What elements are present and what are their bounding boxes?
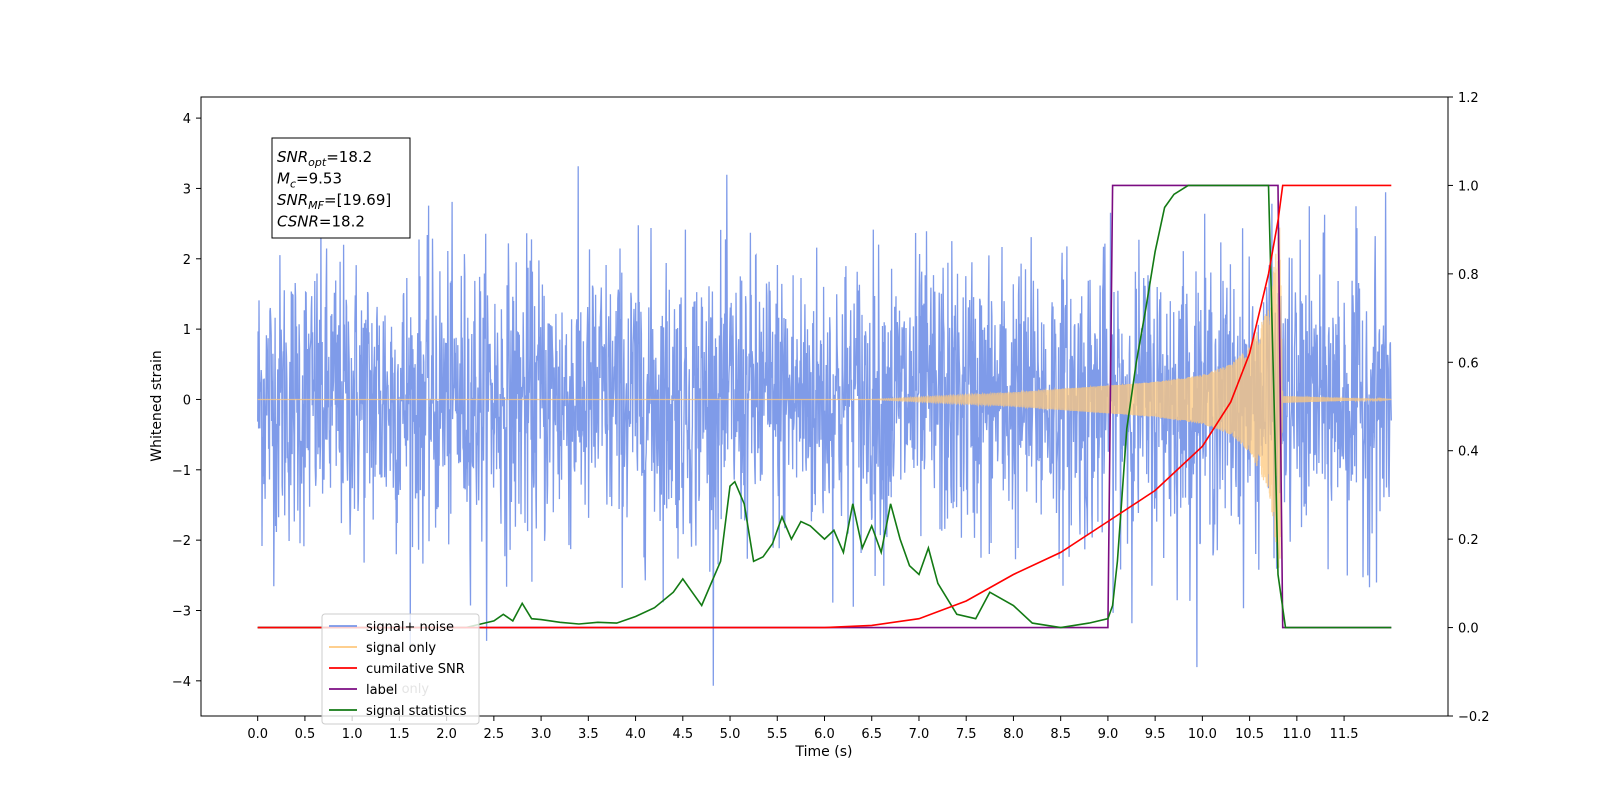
annotation-line: CSNR=18.2 [277, 213, 365, 231]
annotation-box-frame [271, 137, 411, 239]
y-axis-left-label: Whitened strain [149, 350, 165, 461]
x-tick-label: 8.5 [1050, 727, 1071, 742]
series-signal-statistics-line [257, 184, 1392, 629]
x-tick-label: 4.0 [625, 727, 646, 742]
y-right-tick-label: 1.2 [1458, 91, 1479, 106]
x-tick-label: 11.0 [1282, 727, 1311, 742]
y-left-tick-label: 0 [183, 393, 191, 408]
y-right-tick-label: −0.2 [1458, 710, 1490, 725]
y-left-tick-label: −2 [172, 534, 191, 549]
legend-label-signal-statistics: signal statistics [366, 704, 467, 719]
x-tick-label: 8.0 [1003, 727, 1024, 742]
annotation-line: SNRopt=18.2 [277, 148, 372, 169]
legend-frame [321, 613, 480, 725]
y-axis-left: −4 −3 −2 −1 0 1 2 3 4 [172, 112, 201, 690]
series-layer [257, 166, 1392, 686]
x-tick-label: 4.5 [672, 727, 693, 742]
x-tick-label: 3.5 [578, 727, 599, 742]
y-right-tick-label: 0.4 [1458, 445, 1479, 460]
y-left-tick-label: 3 [183, 182, 191, 197]
series-signal-only-line [257, 227, 1392, 568]
y-right-tick-label: 0.8 [1458, 268, 1479, 283]
x-tick-label: 6.5 [861, 727, 882, 742]
y-right-tick-label: 0.0 [1458, 622, 1479, 637]
x-axis: 0.0 0.5 1.0 1.5 2.0 2.5 3.0 3.5 4.0 4.5 5.0 5.5 6.0 6… [247, 716, 1359, 742]
y-right-tick-label: 1.0 [1458, 179, 1479, 194]
x-tick-label: 6.0 [814, 727, 835, 742]
legend-label-signal-noise: signal+ noise [366, 620, 454, 635]
x-tick-label: 1.0 [342, 727, 363, 742]
x-tick-label: 11.5 [1330, 727, 1359, 742]
y-left-tick-label: 4 [183, 112, 191, 127]
legend: signal only label only signal+ noise signal… [321, 613, 480, 725]
legend-ghost-label: label only [366, 682, 429, 697]
legend-ghost-label: signal only [366, 640, 436, 655]
x-tick-label: 0.5 [295, 727, 316, 742]
legend-label-signal-only: signal only [366, 641, 436, 656]
x-tick-label: 7.5 [956, 727, 977, 742]
y-left-tick-label: −1 [172, 464, 191, 479]
y-right-tick-label: 0.2 [1458, 533, 1479, 548]
x-axis-label: Time (s) [795, 744, 853, 760]
y-axis-right: −0.2 0.0 0.2 0.4 0.6 0.8 1.0 1.2 [1448, 91, 1490, 725]
x-tick-label: 9.0 [1098, 727, 1119, 742]
x-tick-label: 10.5 [1235, 727, 1264, 742]
x-tick-label: 5.0 [720, 727, 741, 742]
y-right-tick-label: 0.6 [1458, 356, 1479, 371]
series-cumilative-snr-line [257, 184, 1392, 629]
x-tick-label: 7.0 [909, 727, 930, 742]
y-left-tick-label: 1 [183, 323, 191, 338]
x-tick-label: 3.0 [531, 727, 552, 742]
legend-label-label: label [366, 683, 397, 698]
y-left-tick-label: 2 [183, 253, 191, 268]
annotation-line: Mc=9.53 [277, 170, 342, 191]
x-tick-label: 9.5 [1145, 727, 1166, 742]
annotation-line: SNRMF=[19.69] [277, 191, 391, 212]
x-tick-label: 1.5 [389, 727, 410, 742]
x-tick-label: 10.0 [1188, 727, 1217, 742]
x-tick-label: 0.0 [247, 727, 268, 742]
y-left-tick-label: −3 [172, 604, 191, 619]
y-left-tick-label: −4 [172, 675, 191, 690]
x-tick-label: 2.5 [484, 727, 505, 742]
x-tick-label: 2.0 [436, 727, 457, 742]
legend-label-cumilative-snr: cumilative SNR [366, 662, 465, 677]
x-tick-label: 5.5 [767, 727, 788, 742]
